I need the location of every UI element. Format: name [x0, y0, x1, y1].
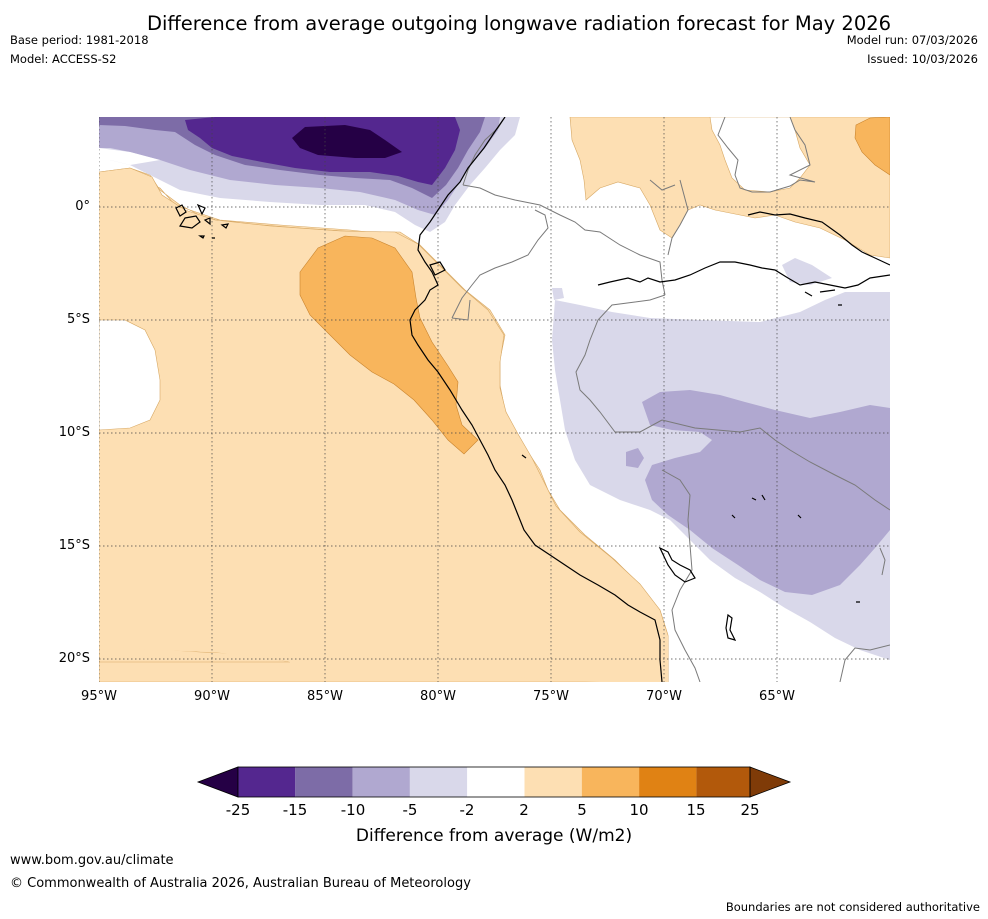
- colorbar-label: Difference from average (W/m2): [355, 826, 633, 846]
- copyright-notice: © Commonwealth of Australia 2026, Austra…: [10, 876, 471, 891]
- model-label: Model: ACCESS-S2: [10, 52, 117, 66]
- lon-label: 70°W: [646, 689, 682, 704]
- colorbar-tick: 25: [740, 801, 760, 819]
- colorbar: [196, 766, 792, 798]
- lon-label: 90°W: [194, 689, 230, 704]
- lon-label: 75°W: [533, 689, 569, 704]
- lon-label: 80°W: [420, 689, 456, 704]
- anomaly-region-near-zero-west: [99, 319, 161, 431]
- lon-label: 65°W: [759, 689, 795, 704]
- colorbar-tick: 2: [519, 801, 529, 819]
- anomaly-region-2-to-5-fill: [99, 172, 668, 682]
- colorbar-swatch: [581, 767, 640, 797]
- anomaly-region-minus-2-to-minus-5-spot: [552, 288, 564, 300]
- base-period-label: Base period: 1981-2018: [10, 33, 149, 47]
- colorbar-tick: 15: [686, 801, 706, 819]
- colorbar-swatch: [409, 767, 468, 797]
- colorbar-swatch: [295, 767, 353, 797]
- lat-label: 10°S: [58, 425, 90, 440]
- colorbar-swatch: [696, 767, 750, 797]
- chart-title: Difference from average outgoing longwav…: [146, 12, 892, 35]
- lat-label: 15°S: [58, 538, 90, 553]
- anomaly-region-near-zero-north: [99, 148, 160, 165]
- anomaly-region-5-to-10-northeast: [854, 117, 890, 176]
- colorbar-swatch: [467, 767, 525, 797]
- issued-label: Issued: 10/03/2026: [867, 52, 978, 66]
- colorbar-extend-low: [196, 766, 239, 798]
- lat-label: 5°S: [66, 312, 90, 327]
- colorbar-tick: -15: [282, 801, 308, 819]
- model-run-label: Model run: 07/03/2026: [846, 33, 978, 47]
- colorbar-swatch: [639, 767, 697, 797]
- colorbar-swatch: [238, 767, 296, 797]
- colorbar-tick: -10: [340, 801, 366, 819]
- colorbar-tick: 10: [629, 801, 649, 819]
- colorbar-tick: -2: [459, 801, 475, 819]
- anomaly-region-below-minus-25-north: [292, 125, 402, 158]
- website-link[interactable]: www.bom.gov.au/climate: [10, 853, 174, 868]
- colorbar-tick: -25: [225, 801, 251, 819]
- anomaly-region-minus-5-to-minus-10-east: [642, 390, 890, 595]
- country-borders: [451, 117, 890, 682]
- coastlines: [175, 117, 890, 682]
- lat-label: 0°: [75, 199, 90, 214]
- colorbar-swatch: [524, 767, 582, 797]
- lat-label: 20°S: [58, 651, 90, 666]
- lon-label: 95°W: [81, 689, 117, 704]
- anomaly-region-minus-5-to-minus-10-spot: [626, 448, 644, 468]
- colorbar-tick: 5: [577, 801, 587, 819]
- colorbar-swatch: [352, 767, 410, 797]
- boundary-disclaimer: Boundaries are not considered authoritat…: [725, 900, 980, 914]
- colorbar-extend-high: [749, 766, 792, 798]
- anomaly-region-5-to-10-coastal: [299, 235, 479, 455]
- colorbar-tick: -5: [402, 801, 418, 819]
- lon-label: 85°W: [307, 689, 343, 704]
